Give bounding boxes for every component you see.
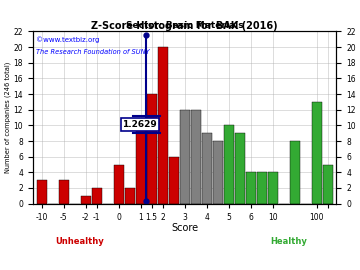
Bar: [180, 110, 190, 204]
Bar: [257, 172, 267, 204]
Text: The Research Foundation of SUNY: The Research Foundation of SUNY: [36, 49, 149, 55]
Bar: [125, 188, 135, 204]
Bar: [202, 133, 212, 204]
Title: Z-Score Histogram for BAK (2016): Z-Score Histogram for BAK (2016): [91, 21, 278, 31]
Bar: [191, 110, 201, 204]
Bar: [92, 188, 102, 204]
Y-axis label: Number of companies (246 total): Number of companies (246 total): [4, 62, 11, 173]
Bar: [268, 172, 278, 204]
Text: Sector: Basic Materials: Sector: Basic Materials: [126, 21, 243, 30]
Text: ©www.textbiz.org: ©www.textbiz.org: [36, 37, 99, 43]
Bar: [81, 196, 91, 204]
Bar: [59, 180, 68, 204]
Bar: [147, 94, 157, 204]
Text: Unhealthy: Unhealthy: [56, 237, 104, 245]
Bar: [323, 164, 333, 204]
Bar: [224, 125, 234, 204]
Bar: [213, 141, 222, 204]
Bar: [312, 102, 321, 204]
Bar: [246, 172, 256, 204]
Text: Healthy: Healthy: [271, 237, 307, 245]
Bar: [37, 180, 46, 204]
Bar: [169, 157, 179, 204]
Bar: [235, 133, 244, 204]
Bar: [114, 164, 123, 204]
Bar: [158, 47, 168, 204]
Text: 1.2629: 1.2629: [122, 120, 157, 129]
X-axis label: Score: Score: [171, 223, 198, 233]
Bar: [290, 141, 300, 204]
Bar: [136, 125, 145, 204]
